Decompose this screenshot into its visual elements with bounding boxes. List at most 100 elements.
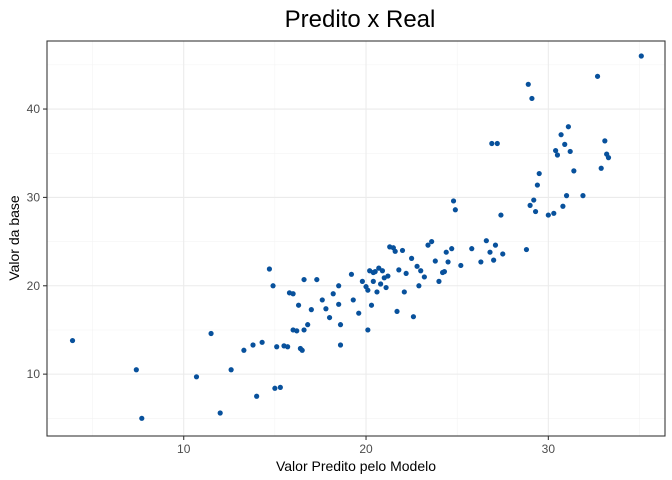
data-point [638, 53, 644, 59]
data-point [489, 140, 495, 147]
data-point [536, 170, 542, 177]
y-tick-label: 10 [27, 367, 41, 381]
data-point [266, 266, 273, 272]
data-point [441, 269, 448, 275]
data-point [337, 322, 344, 328]
data-point [531, 197, 537, 203]
data-point [305, 322, 311, 328]
y-tick-label: 30 [27, 190, 41, 204]
data-point [527, 202, 533, 208]
x-tick-label: 30 [542, 442, 556, 456]
data-point [378, 281, 384, 287]
data-point [254, 393, 260, 399]
data-point [385, 273, 391, 279]
data-point [370, 278, 376, 284]
data-point [383, 284, 389, 291]
data-point [285, 344, 291, 350]
data-point [494, 140, 500, 147]
data-point [399, 247, 406, 254]
data-point [376, 265, 382, 271]
data-point [277, 384, 283, 390]
data-point [594, 73, 601, 79]
data-point [483, 238, 489, 244]
chart-title: Predito x Real [285, 6, 436, 33]
data-point [299, 347, 305, 353]
data-points [69, 53, 644, 421]
data-point [359, 278, 365, 284]
data-point [602, 138, 608, 144]
data-point [432, 258, 438, 264]
data-point [565, 124, 571, 130]
data-point [421, 274, 427, 280]
data-point [469, 246, 475, 252]
panel-border [46, 40, 666, 437]
data-point [301, 327, 307, 333]
data-point [487, 249, 493, 255]
data-point [445, 259, 451, 265]
data-point [365, 287, 371, 293]
data-point [416, 283, 422, 289]
data-point [379, 268, 386, 274]
data-point [290, 291, 296, 297]
data-point [414, 263, 420, 269]
data-point [372, 269, 378, 275]
axes: 10 20 30 10 20 30 40 [27, 102, 556, 456]
data-point [336, 283, 342, 289]
data-point [452, 207, 458, 213]
data-point [270, 283, 276, 289]
data-point [228, 367, 234, 373]
data-point [330, 291, 336, 297]
data-point [429, 238, 435, 245]
data-point [348, 271, 355, 277]
data-point [193, 374, 200, 380]
data-point [554, 152, 561, 158]
x-axis-title: Valor Predito pelo Modelo [276, 458, 436, 474]
data-point [498, 212, 504, 218]
data-point [443, 249, 449, 255]
data-point [458, 262, 464, 269]
data-point [394, 308, 400, 315]
data-point [425, 242, 431, 248]
data-point [605, 155, 612, 161]
data-point [403, 270, 409, 277]
grid [47, 41, 665, 436]
x-tick-label: 20 [359, 442, 373, 456]
data-point [323, 306, 329, 312]
data-point [580, 193, 586, 199]
data-point [560, 203, 566, 209]
data-point [272, 385, 278, 391]
data-point [392, 248, 398, 254]
data-point [208, 330, 214, 337]
data-point [545, 212, 551, 218]
data-point [217, 410, 223, 416]
data-point [491, 257, 497, 263]
data-point [409, 255, 415, 261]
data-point [534, 182, 540, 188]
x-tick-label: 10 [177, 442, 191, 456]
data-point [368, 302, 375, 308]
data-point [69, 337, 76, 344]
data-point [563, 193, 570, 199]
data-point [301, 276, 307, 283]
data-point [553, 147, 559, 154]
y-tick-label: 20 [27, 279, 41, 293]
data-point [492, 242, 499, 248]
data-point [525, 81, 531, 87]
data-point [500, 251, 506, 257]
data-point [356, 310, 362, 316]
data-point [374, 289, 380, 295]
data-point [259, 339, 265, 345]
data-point [551, 210, 557, 216]
y-axis-title: Valor da base [6, 195, 22, 281]
data-point [133, 367, 139, 373]
data-point [319, 297, 325, 303]
data-point [241, 347, 247, 353]
data-point [571, 168, 577, 174]
data-point [410, 314, 417, 320]
data-point [396, 267, 402, 273]
data-point [336, 301, 342, 307]
data-point [139, 415, 145, 421]
data-point [401, 289, 407, 295]
data-point [294, 328, 300, 334]
